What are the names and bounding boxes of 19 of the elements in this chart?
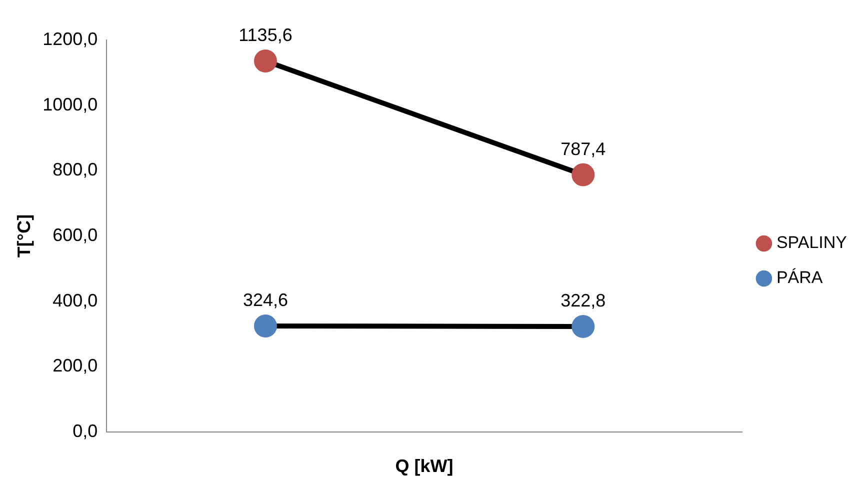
y-tick-label: 400,0 — [52, 290, 98, 310]
x-axis-title: Q [kW] — [395, 456, 454, 476]
y-tick-label: 600,0 — [52, 224, 98, 245]
y-axis-title: T[°C] — [14, 214, 34, 258]
y-tick-label: 800,0 — [52, 160, 98, 180]
point — [572, 163, 595, 186]
legend-label: PÁRA — [776, 268, 824, 288]
data-label: 322,8 — [560, 290, 606, 311]
point — [572, 315, 595, 338]
y-tick-label: 0,0 — [72, 420, 98, 441]
y-tick-label: 1000,0 — [42, 94, 98, 114]
y-tick-label: 200,0 — [52, 356, 98, 376]
y-tick-label: 1200,0 — [42, 28, 98, 49]
point — [254, 50, 277, 73]
data-label: 1135,6 — [238, 25, 292, 46]
legend-label: SPALINY — [776, 233, 848, 252]
point — [254, 314, 277, 338]
data-label: 787,4 — [560, 138, 606, 159]
data-label: 324,6 — [242, 290, 288, 310]
